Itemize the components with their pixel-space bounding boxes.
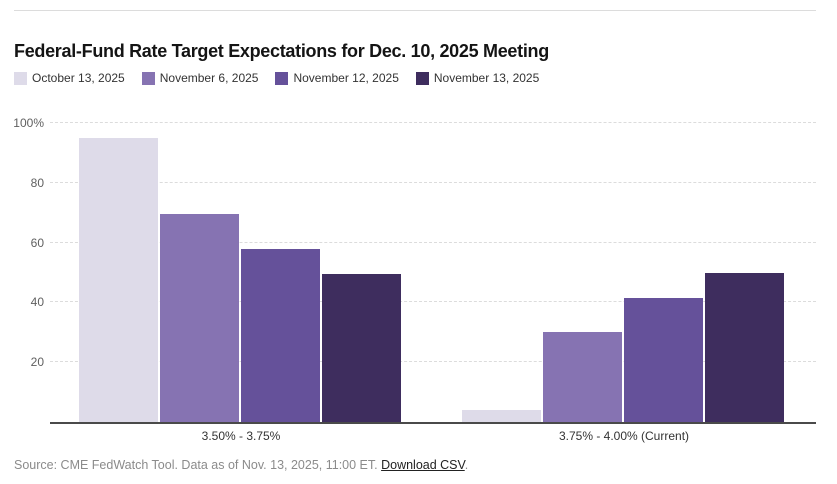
legend: October 13, 2025 November 6, 2025 November… (14, 71, 539, 85)
plot-area: 100% 80 60 40 20 (13, 116, 816, 424)
gridline (50, 301, 816, 303)
source-text-suffix: . (464, 458, 469, 472)
bar-november-13-2025-group2[interactable] (705, 272, 784, 422)
bar-october-13-2025-group1[interactable] (79, 137, 158, 422)
y-axis-tick-label: 80 (30, 175, 44, 190)
legend-label: October 13, 2025 (32, 71, 125, 85)
y-axis-tick-label: 60 (30, 235, 44, 250)
legend-color-swatch (275, 71, 289, 85)
chart-title: Federal-Fund Rate Target Expectations fo… (14, 41, 549, 62)
bar-group-2 (462, 123, 784, 422)
legend-color-swatch (141, 71, 155, 85)
x-axis-category-label: 3.50% - 3.75% (201, 429, 281, 443)
legend-label: November 6, 2025 (159, 71, 259, 85)
y-axis-tick-label: 20 (30, 355, 44, 370)
legend-label: November 12, 2025 (293, 71, 399, 85)
legend-item-october-13-2025: October 13, 2025 (14, 71, 125, 85)
bar-october-13-2025-group2[interactable] (462, 410, 541, 422)
top-divider (14, 10, 816, 11)
gridline (50, 241, 816, 243)
y-axis-tick-label: 40 (30, 295, 44, 310)
source-note: Source: CME FedWatch Tool. Data as of No… (14, 458, 823, 472)
bar-november-6-2025-group1[interactable] (160, 214, 239, 422)
gridline (50, 361, 816, 363)
gridline (50, 122, 816, 123)
y-axis-tick-label: 100% (13, 116, 44, 130)
legend-item-november-12-2025: November 12, 2025 (275, 71, 399, 85)
bar-november-12-2025-group1[interactable] (241, 248, 320, 422)
gridline (50, 181, 816, 183)
bar-group-1 (79, 123, 401, 422)
legend-label: November 13, 2025 (433, 71, 540, 85)
x-axis-category-label: 3.75% - 4.00% (Current) (558, 429, 690, 443)
download-csv-link[interactable]: Download CSV (381, 458, 465, 472)
bar-november-12-2025-group2[interactable] (624, 297, 703, 422)
bar-november-13-2025-group1[interactable] (322, 274, 401, 422)
source-text: Source: CME FedWatch Tool. Data as of No… (14, 458, 382, 472)
legend-item-november-13-2025: November 13, 2025 (415, 71, 540, 85)
bar-november-6-2025-group2[interactable] (543, 332, 622, 422)
legend-color-swatch (415, 71, 429, 85)
legend-color-swatch (14, 71, 27, 85)
legend-item-november-6-2025: November 6, 2025 (141, 71, 259, 85)
